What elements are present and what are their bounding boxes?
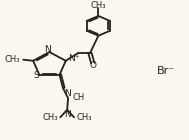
Text: CH₃: CH₃ [5, 55, 20, 64]
Text: Br⁻: Br⁻ [157, 66, 175, 76]
Text: CH₃: CH₃ [77, 113, 92, 122]
Text: N: N [45, 46, 51, 54]
Text: N⁺: N⁺ [68, 54, 80, 63]
Text: CH: CH [72, 93, 84, 102]
Text: CH₃: CH₃ [91, 1, 106, 10]
Text: S: S [33, 71, 39, 80]
Text: N: N [64, 88, 70, 98]
Text: N: N [64, 110, 70, 119]
Text: O: O [90, 61, 97, 70]
Text: CH₃: CH₃ [42, 113, 58, 122]
